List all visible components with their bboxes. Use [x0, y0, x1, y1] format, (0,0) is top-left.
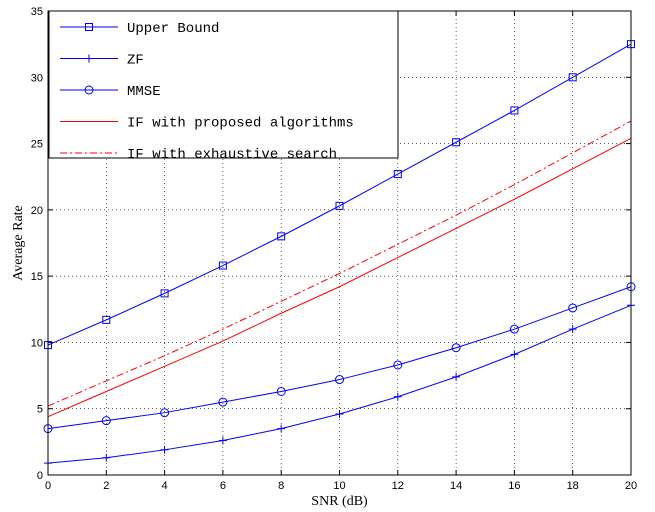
x-tick-label: 16 — [508, 480, 520, 492]
legend-marker-0 — [85, 23, 93, 31]
legend-label-2: MMSE — [127, 84, 161, 100]
legend-label-0: Upper Bound — [127, 21, 219, 37]
x-tick-label: 20 — [625, 480, 637, 492]
series-2-point — [335, 375, 344, 385]
series-1-point — [335, 410, 344, 419]
series-2-point — [568, 303, 578, 313]
series-markers — [43, 40, 636, 468]
y-tick-label: 35 — [31, 6, 43, 18]
series-1-point — [277, 424, 286, 433]
series-line-0 — [47, 43, 632, 346]
series-1-point — [452, 372, 461, 381]
series-2-point — [393, 360, 403, 370]
legend-label-1: ZF — [127, 53, 144, 69]
series-line-3 — [47, 137, 632, 418]
x-tick-label: 10 — [333, 480, 345, 492]
series-2-point — [509, 324, 519, 334]
x-tick-label: 8 — [278, 480, 284, 492]
series-0-point — [160, 289, 169, 298]
series-0-point — [393, 170, 402, 179]
x-tick-label: 2 — [103, 480, 109, 492]
y-tick-label: 25 — [31, 139, 43, 151]
series-0-point — [102, 315, 111, 324]
series-2-point — [160, 408, 170, 418]
x-tick-label: 6 — [220, 480, 226, 492]
y-tick-label: 20 — [31, 205, 43, 217]
y-tick-label: 0 — [37, 470, 43, 482]
series-0-point — [452, 138, 461, 147]
y-tick-label: 10 — [31, 337, 43, 349]
legend-label-4: IF with exhaustive search — [127, 147, 337, 163]
series-1-point — [393, 392, 402, 401]
series-0-point — [335, 201, 344, 210]
series-1-point — [568, 325, 577, 334]
series-0-point — [218, 261, 227, 270]
series-1-point — [218, 436, 227, 445]
series-1-point — [510, 350, 519, 359]
grid — [48, 11, 631, 475]
y-tick-label: 5 — [37, 404, 43, 416]
series-1-point — [102, 453, 111, 462]
legend-label-3: IF with proposed algorithms — [127, 116, 354, 132]
series-0-point — [277, 232, 286, 241]
x-tick-label: 4 — [162, 480, 168, 492]
series-1-point — [160, 445, 169, 454]
x-axis-label: SNR (dB) — [311, 494, 368, 509]
series-lines — [47, 43, 632, 464]
y-tick-label: 15 — [31, 271, 43, 283]
x-tick-label: 0 — [45, 480, 51, 492]
x-tick-label: 12 — [392, 480, 404, 492]
x-tick-label: 14 — [450, 480, 462, 492]
series-line-4 — [47, 120, 632, 407]
series-0-point — [510, 106, 519, 115]
series-2-point — [276, 386, 286, 396]
series-2-point — [101, 416, 111, 426]
legend: Upper Bound ZF MMSE IF with proposed algori… — [48, 10, 399, 163]
y-axis-label: Average Rate — [11, 205, 26, 281]
y-tick-label: 30 — [31, 72, 43, 84]
axis-ticks: 0 2 4 6 8 10 12 14 16 18 20 0 5 10 15 20 25 30 35 — [31, 6, 637, 492]
series-2-point — [451, 343, 461, 353]
legend-marker-2 — [84, 85, 94, 95]
x-tick-label: 18 — [567, 480, 579, 492]
series-0-point — [568, 73, 577, 82]
legend-marker-1 — [85, 54, 93, 63]
series-line-2 — [47, 286, 632, 430]
legend-box — [48, 10, 399, 159]
series-2-point — [218, 397, 228, 407]
